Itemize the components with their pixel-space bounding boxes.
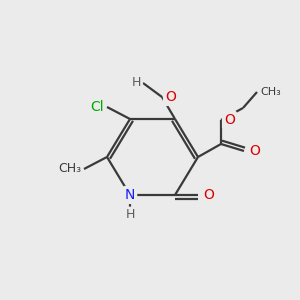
Text: O: O — [165, 90, 176, 104]
Text: Cl: Cl — [90, 100, 104, 114]
Text: CH₃: CH₃ — [260, 87, 281, 97]
Text: O: O — [203, 188, 214, 202]
Text: H: H — [132, 76, 141, 89]
Text: N: N — [125, 188, 135, 202]
Text: CH₃: CH₃ — [58, 163, 81, 176]
Text: H: H — [125, 208, 135, 221]
Text: O: O — [224, 113, 235, 127]
Text: O: O — [249, 144, 260, 158]
